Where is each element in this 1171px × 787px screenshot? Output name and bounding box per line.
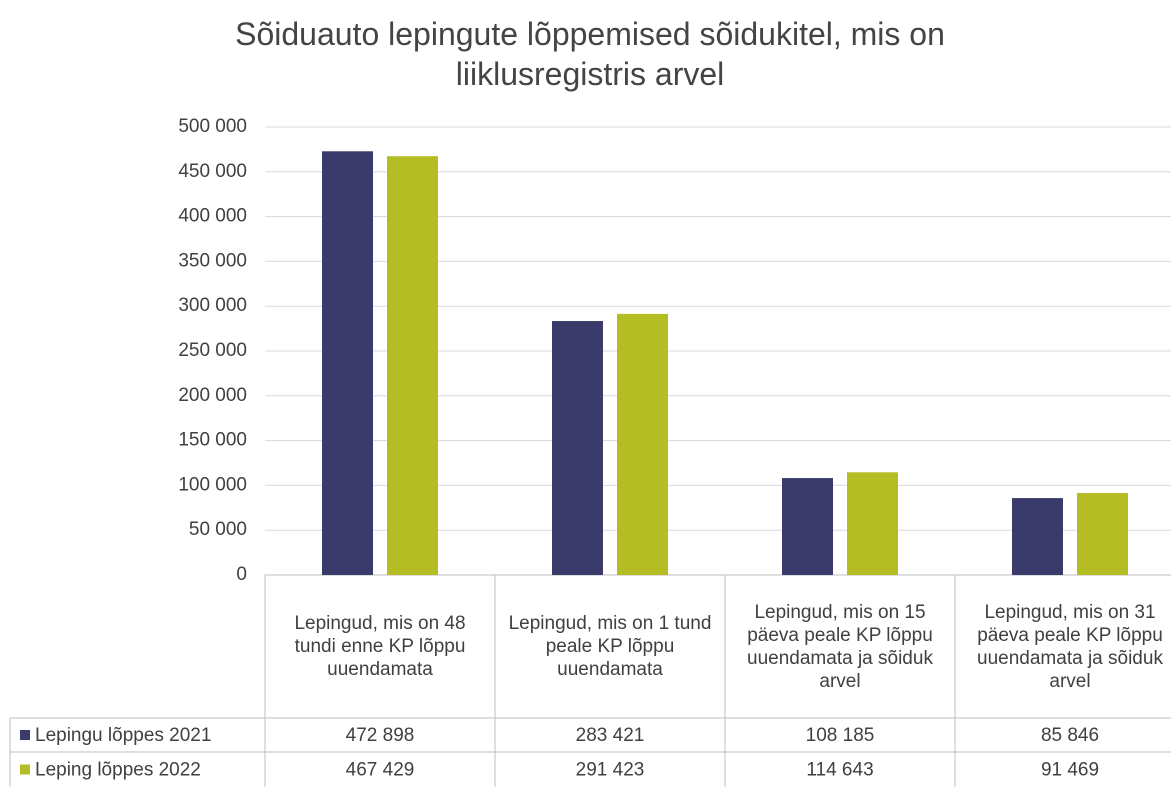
table-value: 85 846 [1041, 725, 1099, 746]
bar [322, 151, 373, 575]
bar [1077, 493, 1128, 575]
legend-swatch [20, 764, 30, 775]
table-value: 114 643 [806, 760, 873, 781]
table-value: 283 421 [576, 725, 645, 746]
y-tick-label: 500 000 [178, 116, 247, 137]
y-tick-label: 200 000 [178, 385, 247, 406]
table-value: 467 429 [346, 760, 415, 781]
bar [387, 156, 438, 576]
x-category-label: Lepingud, mis on 31 päeva peale KP lõppu… [977, 601, 1163, 692]
bar [552, 321, 603, 575]
bar [782, 478, 833, 575]
y-tick-label: 0 [236, 564, 247, 585]
table-value: 291 423 [576, 760, 645, 781]
bar [617, 313, 668, 575]
y-tick-label: 350 000 [178, 250, 247, 271]
y-tick-label: 300 000 [178, 295, 247, 316]
y-tick-label: 400 000 [178, 206, 247, 227]
x-category-label: Lepingud, mis on 48 tundi enne KP lõppu … [294, 613, 466, 680]
y-tick-label: 250 000 [178, 340, 247, 361]
table-value: 91 469 [1041, 760, 1099, 781]
chart-title: Sõiduauto lepingute lõppemised sõidukite… [235, 16, 945, 92]
legend-swatch [20, 730, 30, 740]
table-value: 472 898 [346, 725, 415, 746]
y-tick-label: 150 000 [178, 430, 247, 451]
y-tick-label: 100 000 [178, 474, 247, 495]
bar [1012, 498, 1063, 575]
table-value: 108 185 [806, 725, 875, 746]
x-category-label: Lepingud, mis on 15 päeva peale KP lõppu… [747, 601, 933, 692]
y-tick-label: 50 000 [189, 519, 247, 540]
y-tick-label: 450 000 [178, 161, 247, 182]
bar [847, 472, 898, 575]
x-category-label: Lepingud, mis on 1 tund peale KP lõppu u… [508, 613, 712, 680]
legend-label: Leping lõppes 2022 [35, 760, 201, 781]
legend-label: Lepingu lõppes 2021 [35, 725, 211, 746]
